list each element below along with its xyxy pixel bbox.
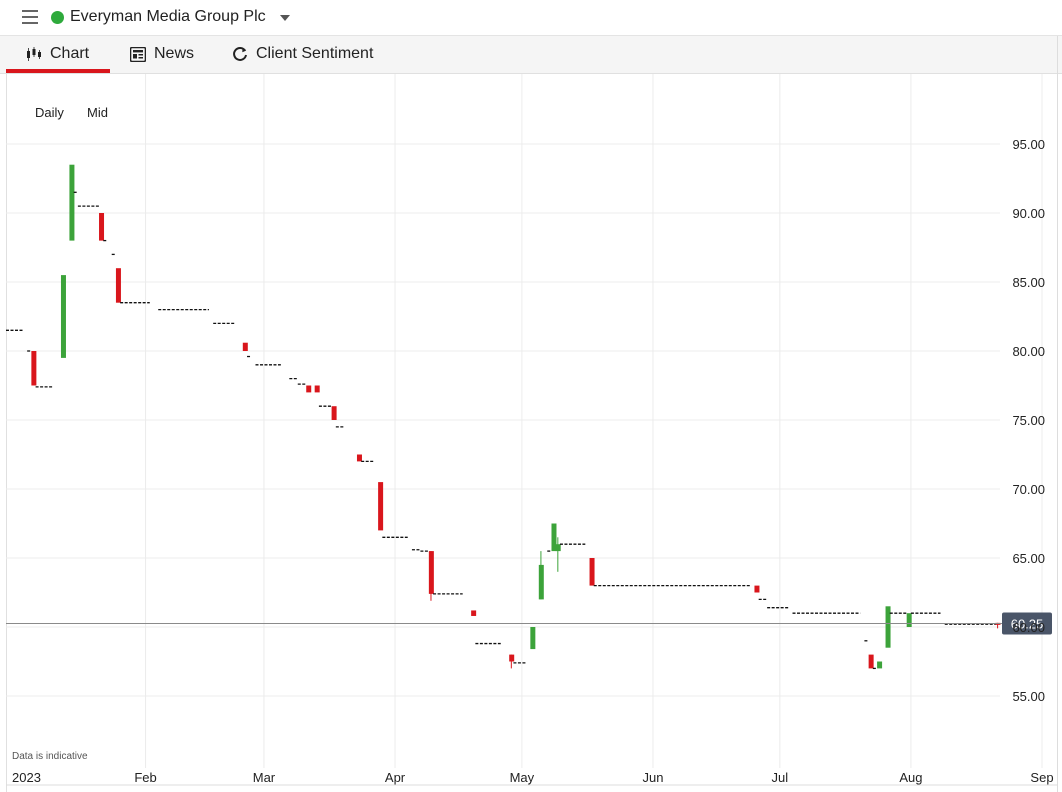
x-tick-label: Apr bbox=[385, 770, 406, 785]
tab-client-sentiment[interactable]: Client Sentiment bbox=[232, 36, 373, 72]
x-tick-label: Mar bbox=[253, 770, 276, 785]
candle-down bbox=[509, 654, 515, 662]
y-tick-label: 75.00 bbox=[1012, 413, 1045, 428]
candle-up bbox=[69, 164, 75, 241]
chart-gridlines bbox=[6, 74, 1043, 768]
hamburger-icon[interactable] bbox=[22, 10, 38, 24]
y-tick-label: 85.00 bbox=[1012, 275, 1045, 290]
candle-down bbox=[242, 342, 248, 351]
refresh-icon bbox=[232, 46, 248, 62]
candle-down bbox=[306, 385, 312, 393]
chart-panel[interactable] bbox=[6, 74, 1056, 792]
disclaimer-text: Data is indicative bbox=[12, 751, 88, 762]
x-tick-label: Jun bbox=[642, 770, 663, 785]
candle-up bbox=[60, 275, 66, 358]
y-tick-label: 80.00 bbox=[1012, 344, 1045, 359]
y-tick-label: 65.00 bbox=[1012, 551, 1045, 566]
instrument-name[interactable]: Everyman Media Group Plc bbox=[70, 8, 266, 25]
candle-up bbox=[906, 613, 912, 627]
candle-up bbox=[877, 661, 883, 669]
tab-news-label: News bbox=[154, 45, 195, 62]
candle-down bbox=[428, 551, 434, 594]
candle-down bbox=[356, 454, 362, 462]
last-price-badge bbox=[1002, 612, 1052, 635]
candle-down bbox=[31, 351, 37, 386]
tab-chart[interactable]: Chart bbox=[26, 36, 89, 72]
x-tick-label: Sep bbox=[1030, 770, 1053, 785]
x-tick-label: Aug bbox=[899, 770, 922, 785]
interval-selector[interactable]: Daily bbox=[35, 105, 64, 120]
price-type-selector[interactable]: Mid bbox=[87, 105, 108, 120]
top-bar: Everyman Media Group Plc bbox=[0, 0, 1062, 36]
candle-up bbox=[885, 606, 891, 648]
candle-down bbox=[868, 654, 874, 669]
candle-down bbox=[378, 482, 384, 531]
newspaper-icon bbox=[130, 46, 146, 62]
tab-chart-label: Chart bbox=[50, 45, 90, 62]
x-tick-label: Jul bbox=[772, 770, 789, 785]
candle-down bbox=[99, 213, 105, 241]
candle-down bbox=[589, 558, 595, 586]
y-tick-label: 70.00 bbox=[1012, 482, 1045, 497]
y-tick-label: 60.00 bbox=[1012, 620, 1045, 635]
candle-down bbox=[331, 406, 337, 420]
tab-news[interactable]: News bbox=[130, 36, 194, 72]
chart-candles bbox=[6, 164, 1001, 670]
x-tick-label: Feb bbox=[134, 770, 156, 785]
x-tick-label: 2023 bbox=[12, 770, 41, 785]
candle-down bbox=[115, 268, 121, 303]
x-tick-label: May bbox=[510, 770, 535, 785]
candle-down bbox=[471, 610, 477, 616]
y-tick-label: 95.00 bbox=[1012, 137, 1045, 152]
y-tick-label: 90.00 bbox=[1012, 206, 1045, 221]
y-axis: 95.00 90.00 85.00 80.00 75.00 70.00 65.00 60.00… bbox=[1012, 137, 1045, 704]
candle-down bbox=[754, 585, 760, 593]
panel-border bbox=[1057, 36, 1058, 792]
candle-up bbox=[551, 523, 557, 552]
candlestick-icon bbox=[26, 47, 42, 61]
y-tick-label: 55.00 bbox=[1012, 689, 1045, 704]
market-status-dot bbox=[51, 11, 64, 24]
last-price-line: 60.25 bbox=[6, 612, 1052, 635]
last-price-label: 60.25 bbox=[1011, 617, 1044, 632]
candle-up bbox=[538, 564, 544, 600]
tab-client-sentiment-label: Client Sentiment bbox=[256, 45, 374, 62]
tab-bar: Chart News Client Sentiment bbox=[0, 36, 1062, 74]
candle-up bbox=[530, 627, 536, 650]
caret-down-icon[interactable] bbox=[280, 15, 290, 21]
active-tab-indicator bbox=[6, 69, 110, 73]
x-axis: 2023 Feb Mar Apr May Jun Jul Aug Sep bbox=[6, 770, 1057, 786]
candle-down bbox=[314, 385, 320, 393]
candle-up bbox=[555, 544, 561, 552]
